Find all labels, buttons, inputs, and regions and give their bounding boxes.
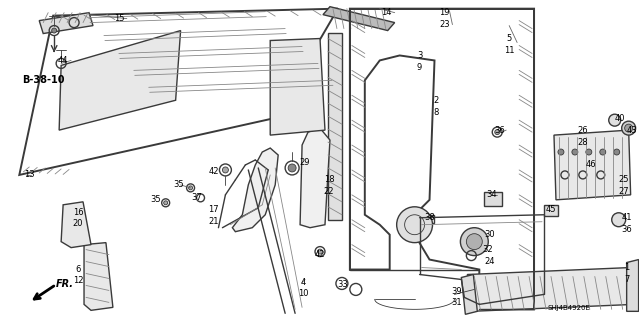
Text: 43: 43 <box>627 126 637 135</box>
Circle shape <box>52 28 57 33</box>
Text: 15: 15 <box>114 14 124 23</box>
Text: 28: 28 <box>577 137 588 146</box>
Circle shape <box>164 201 168 205</box>
Text: 5: 5 <box>506 34 512 43</box>
Polygon shape <box>84 243 113 310</box>
Text: 9: 9 <box>417 63 422 72</box>
Circle shape <box>586 149 592 155</box>
Text: 38: 38 <box>424 213 435 222</box>
Text: 6: 6 <box>76 265 81 274</box>
Text: 3: 3 <box>417 51 422 60</box>
Polygon shape <box>467 268 635 311</box>
Text: 24: 24 <box>484 257 495 266</box>
Text: 30: 30 <box>484 230 495 239</box>
Text: 12: 12 <box>73 276 83 285</box>
Text: 39: 39 <box>451 287 461 296</box>
Text: 32: 32 <box>482 245 493 254</box>
Text: FR.: FR. <box>56 279 74 289</box>
Bar <box>424 215 433 223</box>
Text: SHJ4B4920E: SHJ4B4920E <box>547 305 590 311</box>
Circle shape <box>317 249 323 254</box>
Text: 13: 13 <box>24 170 35 179</box>
Circle shape <box>467 234 483 249</box>
Text: 40: 40 <box>614 114 625 123</box>
Circle shape <box>609 114 621 126</box>
Text: 23: 23 <box>439 20 450 29</box>
Circle shape <box>600 149 605 155</box>
Text: 18: 18 <box>324 175 334 184</box>
Polygon shape <box>300 128 330 228</box>
Circle shape <box>572 149 578 155</box>
Polygon shape <box>328 33 342 220</box>
Text: 16: 16 <box>73 208 83 217</box>
Text: 45: 45 <box>546 205 556 214</box>
Text: 36: 36 <box>621 225 632 234</box>
Bar <box>484 192 502 206</box>
Polygon shape <box>461 274 477 314</box>
Circle shape <box>621 121 636 135</box>
Polygon shape <box>61 202 91 248</box>
Text: 42: 42 <box>315 250 325 259</box>
Text: 35: 35 <box>173 180 184 189</box>
Text: 35: 35 <box>150 195 161 204</box>
Circle shape <box>189 186 193 190</box>
Bar <box>544 205 558 216</box>
Circle shape <box>558 149 564 155</box>
Text: 34: 34 <box>486 190 497 199</box>
Text: 17: 17 <box>208 205 219 214</box>
Text: 26: 26 <box>577 126 588 135</box>
Text: 20: 20 <box>73 219 83 228</box>
Text: 10: 10 <box>298 289 308 298</box>
Polygon shape <box>39 13 93 33</box>
Text: 21: 21 <box>208 217 219 226</box>
Circle shape <box>612 213 626 227</box>
Polygon shape <box>627 260 639 311</box>
Text: 41: 41 <box>621 213 632 222</box>
Text: 11: 11 <box>504 46 515 55</box>
Polygon shape <box>59 31 180 130</box>
Text: 37: 37 <box>191 193 202 202</box>
Circle shape <box>288 164 296 172</box>
Polygon shape <box>323 7 395 31</box>
Text: 1: 1 <box>624 263 629 272</box>
Polygon shape <box>270 39 325 135</box>
Circle shape <box>625 124 632 132</box>
Text: 14: 14 <box>381 8 392 17</box>
Text: B-38-10: B-38-10 <box>22 75 65 85</box>
Text: 36: 36 <box>494 126 504 135</box>
Text: 27: 27 <box>618 187 629 197</box>
Polygon shape <box>232 148 278 232</box>
Text: 42: 42 <box>208 167 219 176</box>
Text: 4: 4 <box>300 278 306 287</box>
Text: 2: 2 <box>434 96 439 105</box>
Circle shape <box>495 130 500 135</box>
Circle shape <box>397 207 433 243</box>
Text: 44: 44 <box>58 56 68 65</box>
Text: 25: 25 <box>618 175 629 184</box>
Text: 8: 8 <box>434 108 439 117</box>
Text: 22: 22 <box>324 187 334 197</box>
Circle shape <box>223 167 228 173</box>
Text: 33: 33 <box>337 280 348 289</box>
Text: 19: 19 <box>439 8 450 17</box>
Circle shape <box>614 149 620 155</box>
Text: 31: 31 <box>451 298 461 307</box>
Text: 7: 7 <box>624 275 629 284</box>
Circle shape <box>460 228 488 256</box>
Text: 29: 29 <box>300 159 310 167</box>
Polygon shape <box>554 130 630 200</box>
Text: 46: 46 <box>586 160 596 169</box>
